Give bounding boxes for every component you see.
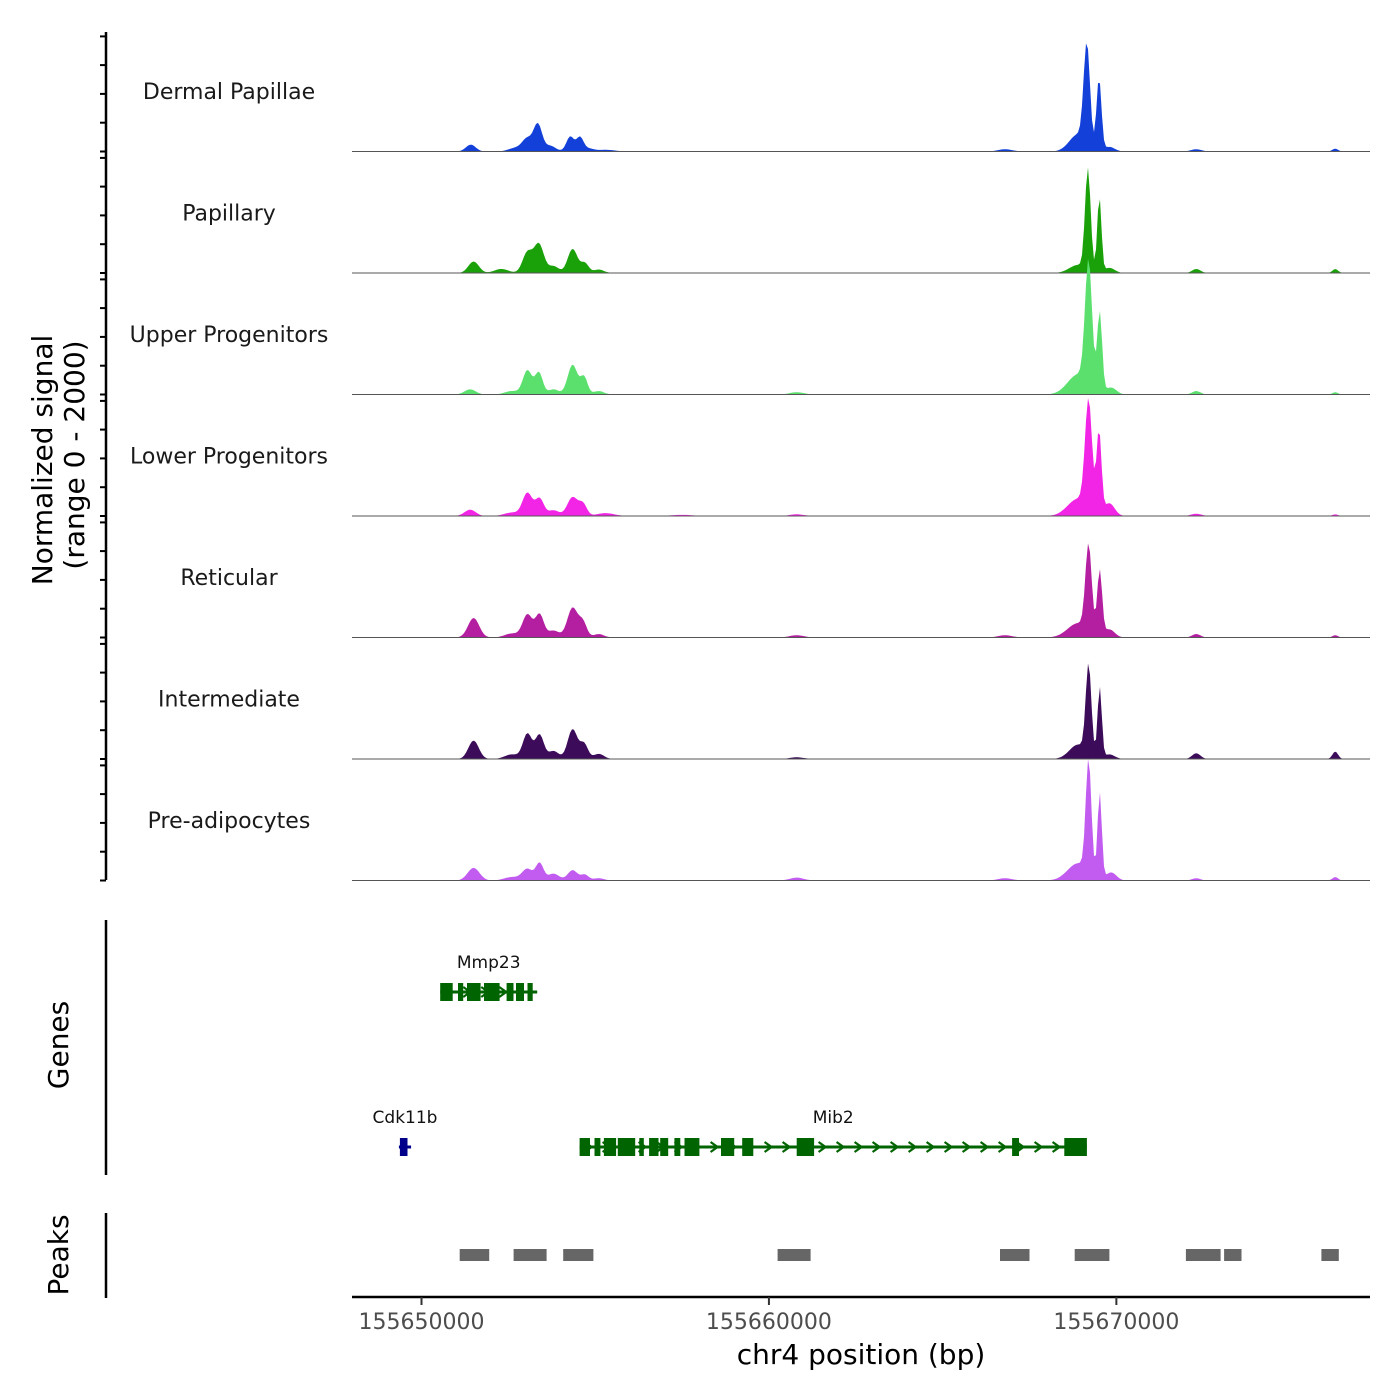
track-label: Papillary: [182, 202, 276, 227]
coverage-track: Intermediate: [158, 663, 1370, 760]
genes-panel-title: Genes: [42, 1001, 75, 1089]
x-tick-label: 155650000: [358, 1310, 484, 1335]
strand-chevron: [498, 986, 509, 998]
coverage-area: [352, 398, 1370, 516]
gene-exon: [674, 1138, 681, 1156]
gene-exon: [440, 983, 453, 1001]
gene-label: Cdk11b: [373, 1108, 438, 1128]
peak-region: [1185, 1249, 1221, 1261]
coverage-track: Pre-adipocytes: [148, 758, 1370, 881]
strand-chevron: [1033, 1141, 1044, 1153]
peak-regions: [459, 1249, 1339, 1261]
peak-region: [459, 1249, 490, 1261]
peaks-panel-title: Peaks: [42, 1214, 75, 1295]
gene-exon: [1064, 1138, 1087, 1156]
gene-label: Mmp23: [457, 953, 521, 973]
gene-exon: [684, 1138, 700, 1156]
track-label: Upper Progenitors: [130, 323, 329, 348]
gene-exon: [458, 983, 464, 1001]
coverage-area: [352, 663, 1370, 759]
track-label: Reticular: [180, 566, 278, 591]
track-label: Pre-adipocytes: [148, 809, 311, 834]
gene-exon: [660, 1138, 669, 1156]
coverage-track: Lower Progenitors: [130, 398, 1370, 517]
gene-exon: [594, 1138, 601, 1156]
x-tick-label: 155660000: [706, 1310, 832, 1335]
track-label: Lower Progenitors: [130, 445, 328, 470]
peak-region: [777, 1249, 811, 1261]
track-label: Intermediate: [158, 688, 300, 713]
strand-chevron: [979, 1141, 990, 1153]
strand-chevron: [709, 1141, 720, 1153]
gene-exon: [639, 1138, 644, 1156]
coverage-track: Upper Progenitors: [130, 258, 1370, 395]
gene-exon: [721, 1138, 735, 1156]
strand-chevron: [835, 1141, 846, 1153]
coverage-area: [352, 43, 1370, 152]
gene-exon: [1012, 1138, 1019, 1156]
gene-label: Mib2: [813, 1108, 854, 1128]
peak-region: [1224, 1249, 1242, 1261]
gene-exon: [617, 1138, 636, 1156]
gene-exon: [579, 1138, 590, 1156]
gene-model: Mmp23: [440, 953, 538, 1001]
gene-exon: [506, 983, 514, 1001]
coverage-tracks: Dermal Papillae Papillary Upper Progenitor…: [130, 43, 1370, 881]
track-label: Dermal Papillae: [143, 80, 315, 105]
strand-chevron: [943, 1141, 954, 1153]
strand-chevron: [781, 1141, 792, 1153]
gene-exon: [516, 983, 524, 1001]
gene-exon: [742, 1138, 754, 1156]
coverage-area: [352, 258, 1370, 395]
x-tick-label: 155670000: [1053, 1310, 1179, 1335]
gene-exon: [649, 1138, 659, 1156]
peak-region: [563, 1249, 594, 1261]
strand-chevron: [1051, 1141, 1062, 1153]
gene-model: Mib2: [579, 1108, 1087, 1156]
peak-region: [513, 1249, 547, 1261]
peak-region: [1074, 1249, 1110, 1261]
coverage-y-axis-ticks: [100, 35, 106, 882]
strand-chevron: [871, 1141, 882, 1153]
peak-region: [1321, 1249, 1339, 1261]
gene-exon: [484, 983, 500, 1001]
strand-chevron: [817, 1141, 828, 1153]
strand-chevron: [925, 1141, 936, 1153]
y-axis-title: Normalized signal: [26, 335, 59, 586]
coverage-area: [352, 167, 1370, 273]
coverage-area: [352, 543, 1370, 638]
gene-annotations: Mmp23 Cdk11b Mib2: [373, 953, 1087, 1156]
x-axis-title: chr4 position (bp): [737, 1338, 986, 1371]
coverage-track: Dermal Papillae: [143, 43, 1370, 152]
gene-model: Cdk11b: [373, 1108, 438, 1156]
strand-chevron: [763, 1141, 774, 1153]
strand-chevron: [997, 1141, 1008, 1153]
strand-chevron: [961, 1141, 972, 1153]
strand-chevron: [889, 1141, 900, 1153]
y-axis-subtitle: (range 0 - 2000): [58, 340, 91, 569]
gene-exon: [603, 1138, 617, 1156]
gene-exon: [527, 983, 533, 1001]
coverage-track: Papillary: [182, 167, 1370, 274]
gene-exon: [399, 1138, 408, 1156]
strand-chevron: [907, 1141, 918, 1153]
gene-exon: [467, 983, 481, 1001]
gene-exon: [796, 1138, 815, 1156]
strand-chevron: [853, 1141, 864, 1153]
coverage-track: Reticular: [180, 543, 1370, 638]
x-axis-ticks: 155650000 155660000 155670000: [358, 1297, 1179, 1335]
peak-region: [1000, 1249, 1030, 1261]
coverage-area: [352, 758, 1370, 881]
